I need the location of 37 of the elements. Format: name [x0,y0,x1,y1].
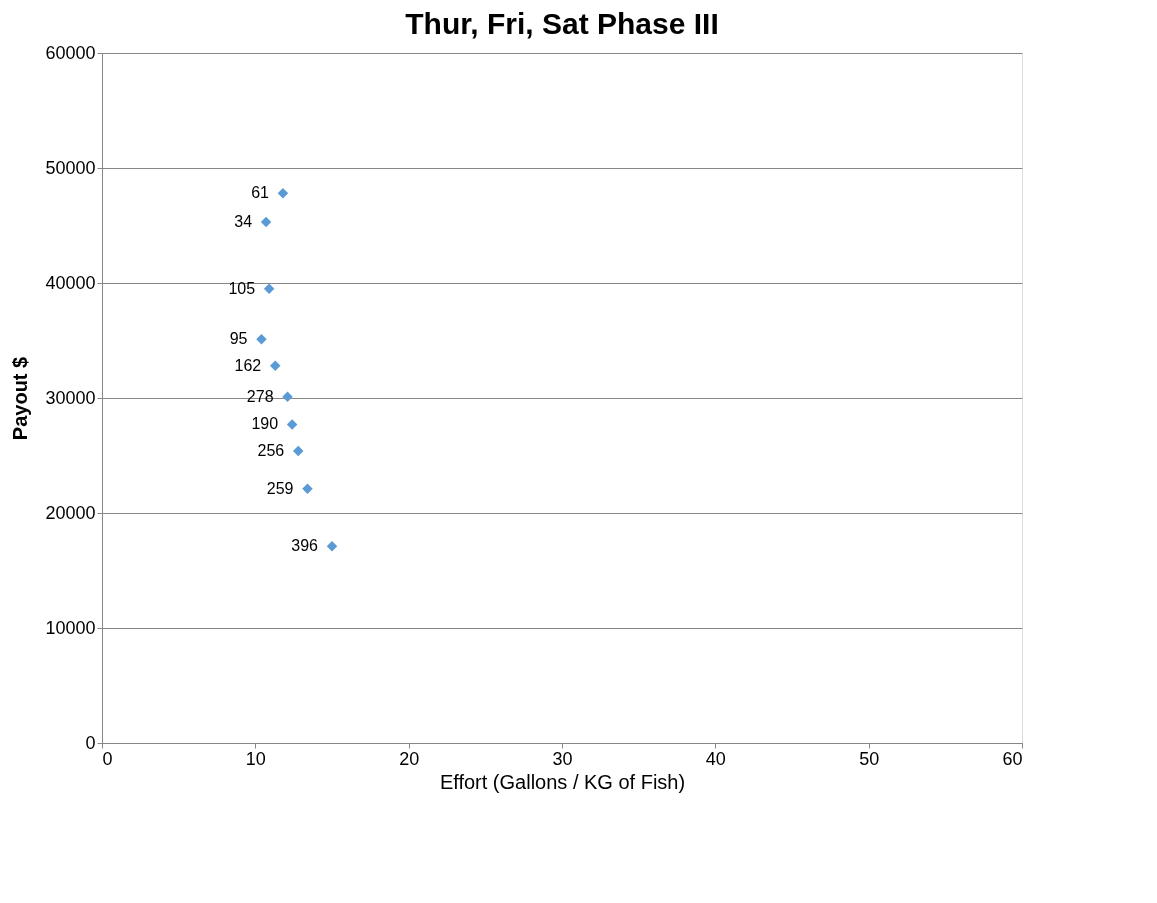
point [260,216,272,228]
x-tick-label: 20 [399,748,420,769]
point [302,483,313,495]
point [256,334,267,345]
annotation: 259 [266,479,294,497]
annotation: 256 [257,441,285,459]
point [263,283,275,294]
annotation: 105 [228,279,256,297]
y-tick-label: 50000 [45,157,96,178]
x-tick-label: 50 [859,748,880,769]
annotation: 278 [246,387,274,405]
annotation: 396 [291,537,319,555]
x-tick-label: 40 [705,748,726,769]
point [270,360,281,372]
x-tick-label: 0 [102,748,113,769]
annotation: 162 [234,356,262,374]
y-tick-label: 0 [85,732,96,753]
y-tick-label: 10000 [45,617,96,638]
annotation: 34 [234,213,253,231]
chart-title: Thur, Fri, Sat Phase III [405,7,719,40]
point [286,419,298,430]
annotation: 61 [251,184,270,202]
y-tick-label: 40000 [45,272,96,293]
x-tick-label: 60 [1002,748,1023,769]
y-tick-label: 60000 [45,42,96,63]
y-axis-title: Payout $ [9,356,32,441]
y-tick-label: 20000 [45,502,96,523]
annotation: 190 [251,415,279,433]
point [277,188,289,199]
point [293,445,304,457]
point [326,541,338,552]
x-tick-label: 30 [552,748,573,769]
x-tick-label: 10 [245,748,266,769]
x-axis-title: Effort (Gallons / KG of Fish) [439,770,686,793]
y-tick-label: 30000 [45,387,96,408]
annotation: 95 [229,330,248,348]
point [282,391,293,403]
